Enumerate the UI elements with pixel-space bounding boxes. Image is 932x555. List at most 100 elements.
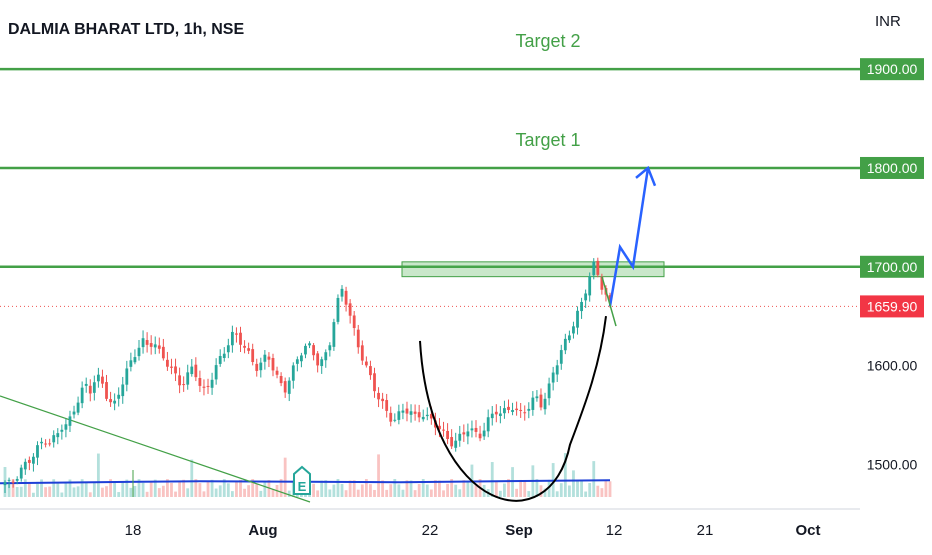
volume-bar: [243, 488, 246, 497]
level-tag-0-bg: [860, 58, 924, 81]
volume-bar: [474, 483, 478, 497]
volume-bar: [417, 484, 421, 497]
level-tag-1-text: 1800.00: [867, 160, 918, 176]
volume-bar: [588, 483, 592, 497]
currency-label: INR: [875, 13, 901, 30]
candle-body: [295, 359, 299, 364]
event-marker[interactable]: E: [293, 465, 311, 495]
candle-body: [182, 384, 186, 386]
candle-body: [36, 445, 39, 458]
candle-body: [425, 414, 429, 417]
x-tick-label: Aug: [248, 522, 277, 539]
volume-bar: [600, 488, 604, 497]
volume-bar: [19, 486, 23, 497]
volume-bar: [348, 480, 352, 497]
candle-body: [608, 295, 612, 300]
volume-bar: [230, 491, 234, 497]
candle-body: [291, 365, 295, 381]
candle-body: [328, 345, 332, 351]
candle-body: [121, 384, 125, 397]
candle-body: [547, 383, 551, 399]
candle-body: [141, 338, 145, 348]
volume-bar: [48, 486, 52, 497]
volume-bar: [117, 492, 121, 497]
candle-body: [60, 429, 64, 432]
volume-bar: [507, 479, 510, 497]
candle-body: [210, 379, 214, 388]
volume-bar: [235, 480, 238, 497]
candle-body: [551, 372, 555, 383]
candle-body: [308, 343, 311, 346]
candle-body: [519, 409, 523, 411]
volume-bar: [137, 479, 141, 497]
candle-body: [490, 413, 494, 419]
volume-bar: [527, 491, 531, 497]
candle-body: [251, 349, 255, 363]
candle-body: [352, 315, 356, 329]
candle-body: [348, 303, 352, 316]
candle-body: [145, 340, 149, 345]
volume-bar: [438, 480, 441, 497]
resistance-zone: [401, 261, 665, 278]
candle-body: [572, 326, 575, 334]
volume-bar: [576, 479, 579, 497]
volume-bar: [60, 492, 64, 497]
volume-bar: [503, 483, 506, 497]
volume-bar: [563, 453, 567, 497]
volume-bar: [170, 482, 173, 497]
candle-body: [255, 363, 259, 371]
candle-body: [543, 398, 547, 410]
candle-body: [592, 261, 596, 276]
volume-bar: [462, 480, 466, 497]
candle-body: [72, 411, 76, 415]
candle-body: [263, 354, 267, 362]
candle-body: [442, 429, 445, 431]
volume-bar: [174, 491, 177, 497]
volume-bar: [523, 480, 527, 497]
volume-bar: [580, 481, 583, 497]
candle-body: [7, 479, 11, 481]
volume-bar: [336, 479, 340, 497]
candle-body: [527, 408, 531, 411]
volume-bar: [149, 481, 153, 497]
volume-bar: [498, 490, 502, 497]
candle-body: [450, 437, 454, 447]
event-marker-shape: [293, 465, 311, 495]
candle-body: [92, 382, 96, 393]
candle-body: [287, 380, 291, 394]
candle-body: [109, 399, 112, 403]
level-tag-1: 1800.00: [860, 156, 924, 179]
candle-body: [446, 430, 449, 439]
volume-bar: [421, 479, 425, 497]
event-marker-label: E: [298, 479, 307, 494]
volume-bar: [161, 485, 165, 497]
y-tick-label: 1600.00: [867, 358, 918, 374]
level-tag-1-bg: [860, 156, 924, 179]
candle-body: [271, 358, 275, 371]
cup-arc: [419, 316, 607, 502]
candle-body: [11, 481, 15, 483]
symbol-title: DALMIA BHARAT LTD, 1h, NSE: [8, 21, 244, 38]
candle-body: [64, 424, 68, 430]
candle-body: [88, 385, 92, 394]
candle-body: [324, 352, 328, 361]
candle-body: [206, 385, 210, 387]
volume-bar: [166, 479, 169, 497]
volume-bar: [405, 480, 409, 497]
candle-body: [283, 381, 287, 393]
candle-body: [267, 356, 271, 360]
volume-bar: [340, 484, 344, 497]
volume-bar: [72, 487, 76, 497]
candle-body: [580, 301, 583, 312]
volume-bar: [121, 481, 125, 497]
volume-bar: [84, 482, 88, 497]
last-price-tag-bg: [860, 295, 924, 318]
candle-body: [44, 443, 48, 445]
volume-bar: [608, 481, 612, 497]
axes: 18 Aug 22 Sep 12 21 Oct 1500.00 1600.00: [0, 358, 918, 539]
volume-bar: [125, 479, 129, 497]
candle-body: [438, 425, 441, 430]
candle-body: [576, 310, 579, 328]
candle-body: [389, 412, 393, 422]
